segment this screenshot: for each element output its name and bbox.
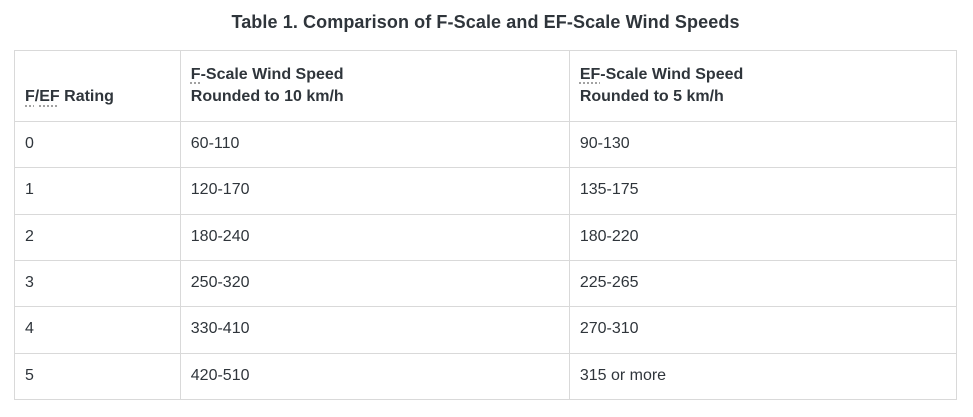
table-row: 2 180-240 180-220 (14, 213, 958, 261)
cell-efscale: 180-220 (568, 213, 958, 261)
table-row: 0 60-110 90-130 (14, 120, 958, 169)
col-header-efscale: EF-Scale Wind Speed Rounded to 5 km/h (568, 50, 958, 122)
cell-efscale: 135-175 (568, 167, 958, 215)
efscale-header-line2: Rounded to 5 km/h (579, 88, 724, 106)
cell-fscale: 120-170 (179, 167, 570, 215)
cell-rating: 3 (14, 259, 181, 308)
abbr-ef: EF (579, 66, 601, 83)
table-row: 4 330-410 270-310 (14, 306, 958, 354)
table-title: Table 1. Comparison of F-Scale and EF-Sc… (231, 12, 740, 32)
cell-fscale: 420-510 (179, 352, 570, 401)
efscale-label: -Scale Wind Speed (600, 66, 744, 83)
table-row: 3 250-320 225-265 (14, 259, 958, 308)
col-header-fscale: F-Scale Wind Speed Rounded to 10 km/h (179, 50, 570, 122)
table-body: 0 60-110 90-130 1 120-170 135-175 2 180-… (14, 120, 958, 401)
table-row: 1 120-170 135-175 (14, 167, 958, 215)
col-header-rating: F/EF Rating (14, 50, 181, 122)
abbr-f: F (25, 88, 35, 106)
cell-efscale: 315 or more (568, 352, 958, 401)
slash-text: / (34, 88, 40, 106)
abbr-ef: EF (39, 88, 60, 106)
cell-fscale: 330-410 (179, 306, 570, 354)
header-row: F/EF Rating F-Scale Wind Speed Rounded t… (14, 50, 958, 122)
cell-rating: 4 (14, 306, 181, 354)
table-header: F/EF Rating F-Scale Wind Speed Rounded t… (14, 50, 958, 122)
cell-rating: 0 (14, 120, 181, 169)
cell-rating: 2 (14, 213, 181, 261)
cell-fscale: 180-240 (179, 213, 570, 261)
fscale-label: -Scale Wind Speed (200, 66, 344, 83)
rating-label: Rating (59, 88, 114, 106)
abbr-f: F (190, 66, 201, 83)
cell-efscale: 270-310 (568, 306, 958, 354)
fscale-header-line2: Rounded to 10 km/h (190, 88, 344, 106)
fscale-header-line1: F-Scale Wind Speed (191, 64, 559, 86)
wind-speed-table: F/EF Rating F-Scale Wind Speed Rounded t… (14, 50, 958, 401)
table-row: 5 420-510 315 or more (14, 352, 958, 401)
cell-efscale: 90-130 (568, 120, 958, 169)
cell-efscale: 225-265 (568, 259, 958, 308)
cell-fscale: 250-320 (179, 259, 570, 308)
cell-fscale: 60-110 (179, 120, 570, 169)
cell-rating: 1 (14, 167, 181, 215)
cell-rating: 5 (14, 352, 181, 401)
efscale-header-line1: EF-Scale Wind Speed (580, 64, 946, 86)
